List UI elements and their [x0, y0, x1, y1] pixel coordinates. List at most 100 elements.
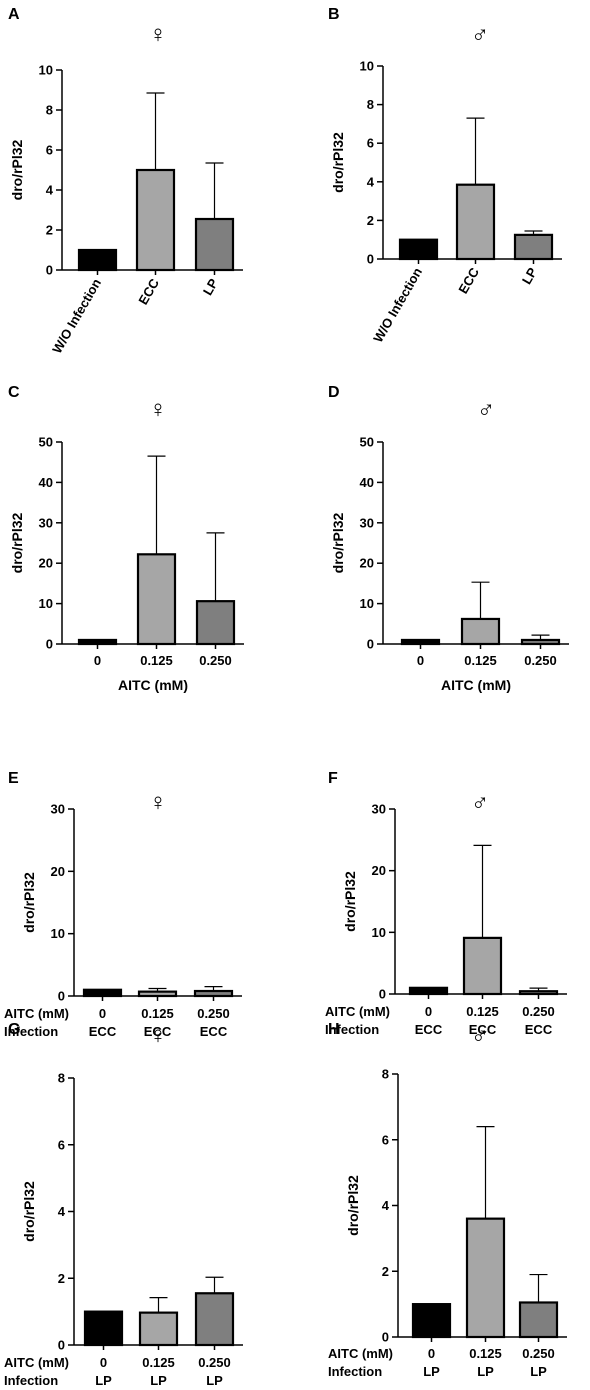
panel-d-category-label: 0	[417, 653, 424, 668]
panel-d-y-tick-label: 0	[367, 637, 374, 652]
panel-d-letter: D	[328, 384, 340, 401]
panel-f-row-value: ECC	[525, 1022, 553, 1037]
panel-e-row-value: 0.250	[197, 1006, 230, 1021]
panel-b-category-label: W/O Infection	[370, 265, 425, 345]
panel-e-row-value: ECC	[89, 1024, 117, 1039]
panel-f-bar	[408, 986, 449, 996]
panel-h-row-value: LP	[423, 1364, 440, 1379]
panel-h-bar	[465, 1217, 506, 1339]
panel-f-y-tick-label: 10	[372, 925, 386, 940]
panel-e: E ♀ 0 10 20 30 dro/rPl32 AITC (mM) 0 0.125 0.250 In…	[4, 770, 242, 1039]
panel-f-row-value: ECC	[469, 1022, 497, 1037]
panel-a-bar	[135, 168, 176, 272]
panel-b-y-tick-label: 0	[367, 252, 374, 267]
panel-g-letter: G	[8, 1021, 20, 1038]
panel-b-y-tick-label: 4	[367, 174, 375, 189]
panel-c: C ♀ 0 10 20 30 40 50 dro/rPl32 0 0.125 0.250 AITC (m…	[8, 384, 244, 693]
panel-e-y-tick-label: 0	[58, 989, 65, 1004]
panel-e-row-label: Infection	[4, 1024, 58, 1039]
panel-b-category-label: LP	[519, 265, 540, 287]
panel-c-bar	[77, 638, 118, 646]
panel-e-y-tick-label: 10	[51, 926, 65, 941]
panel-c-y-tick-label: 20	[39, 556, 53, 571]
panel-c-category-label: 0.250	[199, 653, 232, 668]
panel-b-y-tick-label: 8	[367, 97, 374, 112]
panel-b-category-label: ECC	[455, 264, 482, 296]
panel-b: B ♂ 0 2 4 6 8 10 dro/rPl32 W/O Infection ECC LP	[328, 6, 562, 345]
panel-f-row-value: ECC	[415, 1022, 443, 1037]
panel-f-row-value: 0	[425, 1004, 432, 1019]
panel-g-row-label: Infection	[4, 1373, 58, 1388]
panel-a-y-tick-label: 10	[39, 63, 53, 78]
panel-d-bar	[460, 617, 501, 646]
panel-f-row-value: 0.125	[466, 1004, 499, 1019]
panel-a-category-label: ECC	[135, 275, 162, 307]
panel-d: D ♂ 0 10 20 30 40 50 dro/rPl32 0 0.125 0.250 AITC (m…	[328, 384, 569, 693]
panel-a-y-tick-label: 8	[46, 103, 53, 118]
panel-h-bar	[411, 1303, 452, 1339]
panel-g-title: ♀	[149, 1022, 167, 1049]
panel-e-bar	[193, 989, 234, 998]
panel-h-y-tick-label: 8	[382, 1067, 389, 1082]
panel-h-bar	[518, 1301, 559, 1339]
panel-a-category-label: LP	[200, 276, 221, 298]
panel-d-bar	[520, 638, 561, 646]
panel-c-x-label: AITC (mM)	[118, 677, 188, 693]
panel-f-row-label: AITC (mM)	[325, 1004, 390, 1019]
panel-g-y-label: dro/rPl32	[21, 1181, 37, 1242]
panel-a-category-label: W/O Infection	[49, 276, 104, 356]
panel-f-bar	[462, 936, 503, 996]
panel-a-letter: A	[8, 6, 20, 23]
panel-g-y-tick-label: 0	[58, 1338, 65, 1353]
panel-c-y-tick-label: 30	[39, 515, 53, 530]
panel-e-title: ♀	[149, 789, 167, 816]
panel-a-y-tick-label: 0	[46, 263, 53, 278]
panel-h-y-tick-label: 4	[382, 1198, 390, 1213]
panel-c-y-tick-label: 10	[39, 596, 53, 611]
panel-a-y-tick-label: 6	[46, 143, 53, 158]
panel-g-y-tick-label: 2	[58, 1271, 65, 1286]
panel-f-title: ♂	[471, 789, 489, 816]
panel-b-y-tick-label: 10	[360, 59, 374, 74]
panel-a-y-tick-label: 4	[46, 183, 54, 198]
panel-d-category-label: 0.125	[464, 653, 497, 668]
panel-f: F ♂ 0 10 20 30 dro/rPl32 AITC (mM) 0 0.125 0.250 In…	[325, 770, 567, 1037]
panel-b-y-label: dro/rPl32	[330, 132, 346, 193]
panel-e-letter: E	[8, 770, 19, 787]
panel-h-title: ♂	[471, 1022, 489, 1049]
panel-c-category-label: 0.125	[140, 653, 173, 668]
panel-c-y-tick-label: 40	[39, 475, 53, 490]
panel-g-row-value: LP	[150, 1373, 167, 1388]
panel-c-y-label: dro/rPl32	[9, 512, 25, 573]
panel-g-row-value: 0	[100, 1355, 107, 1370]
panel-b-bar	[398, 238, 439, 261]
panel-h-row-value: LP	[530, 1364, 547, 1379]
panel-e-y-tick-label: 30	[51, 802, 65, 817]
panel-h-row-label: Infection	[328, 1364, 382, 1379]
panel-g-bar	[138, 1311, 179, 1347]
panel-h-row-value: 0.250	[522, 1346, 555, 1361]
panel-g: G ♀ 0 2 4 6 8 dro/rPl32 AITC (mM) 0 0.125 0.250 Infe…	[4, 1021, 243, 1388]
panel-d-x-label: AITC (mM)	[441, 677, 511, 693]
panel-f-row-value: 0.250	[522, 1004, 555, 1019]
panel-b-bar	[513, 233, 554, 261]
panel-e-row-value: ECC	[144, 1024, 172, 1039]
panel-g-y-tick-label: 4	[58, 1204, 66, 1219]
panel-d-title: ♂	[477, 396, 495, 423]
panel-h-y-tick-label: 6	[382, 1132, 389, 1147]
panel-e-row-value: 0	[99, 1006, 106, 1021]
panel-c-y-tick-label: 0	[46, 637, 53, 652]
panel-d-y-tick-label: 40	[360, 475, 374, 490]
panel-d-y-tick-label: 20	[360, 556, 374, 571]
panel-f-row-label: Infection	[325, 1022, 379, 1037]
panel-g-row-value: LP	[206, 1373, 223, 1388]
panel-d-y-tick-label: 10	[360, 596, 374, 611]
panel-d-y-tick-label: 30	[360, 515, 374, 530]
panel-h-row-label: AITC (mM)	[328, 1346, 393, 1361]
panel-h-y-tick-label: 0	[382, 1330, 389, 1345]
panel-e-bar	[137, 990, 178, 998]
panel-e-row-value: ECC	[200, 1024, 228, 1039]
panel-d-y-label: dro/rPl32	[330, 512, 346, 573]
